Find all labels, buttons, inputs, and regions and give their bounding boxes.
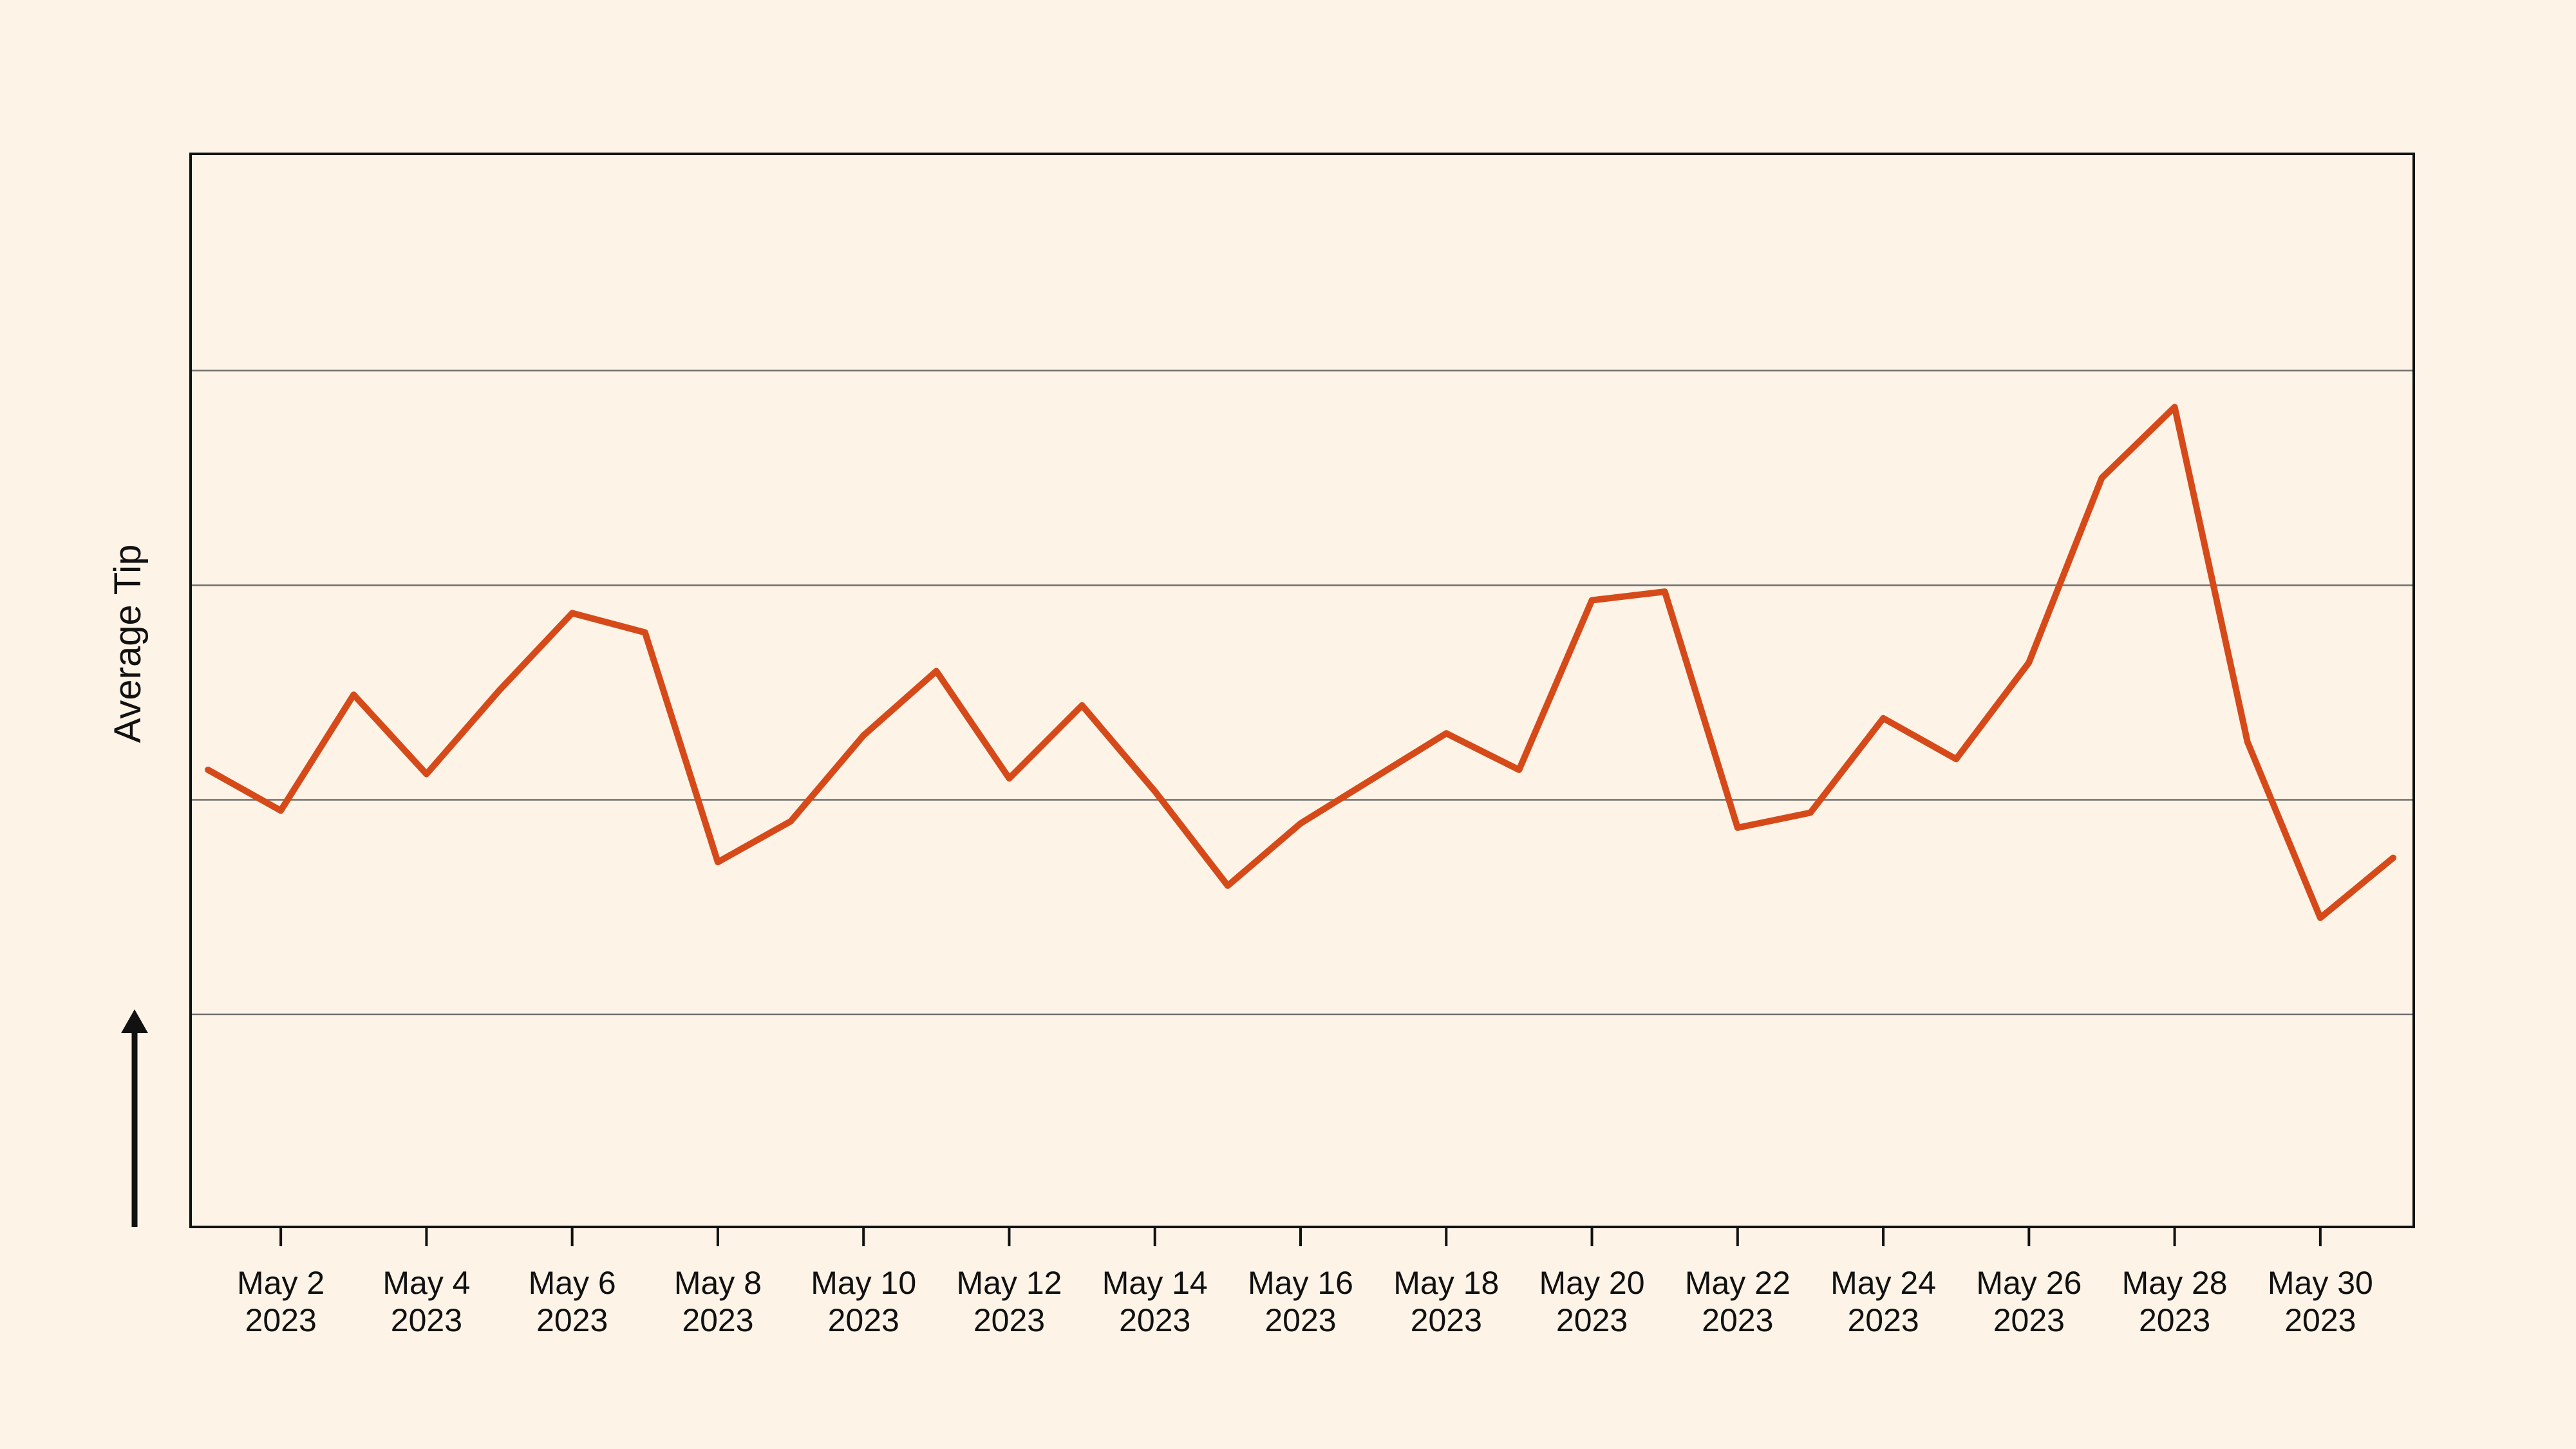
y-axis-arrow	[121, 1009, 148, 1227]
x-tick-label: May 22 2023	[1685, 1265, 1791, 1338]
x-tick-label: May 24 2023	[1830, 1265, 1936, 1338]
x-tick-label: May 10 2023	[811, 1265, 916, 1338]
x-tick-label: May 12 2023	[956, 1265, 1062, 1338]
x-tick-label: May 6 2023	[529, 1265, 616, 1338]
x-tick-label: May 8 2023	[674, 1265, 762, 1338]
x-tick-label: May 30 2023	[2268, 1265, 2373, 1338]
x-tick-label: May 2 2023	[237, 1265, 324, 1338]
series-layer	[205, 404, 2396, 921]
x-axis: May 2 2023 May 4 2023 May 6 2023 May 8 2023 May …	[237, 1227, 2373, 1338]
x-tick-label: May 28 2023	[2122, 1265, 2228, 1338]
gridlines	[191, 369, 2414, 1016]
x-tick-label: May 26 2023	[1976, 1265, 2082, 1338]
y-axis-label: Average Tip	[107, 545, 149, 743]
plot-frame	[189, 153, 2415, 1228]
x-tick-label: May 18 2023	[1393, 1265, 1499, 1338]
x-tick-label: May 16 2023	[1248, 1265, 1353, 1338]
x-tick-label: May 20 2023	[1539, 1265, 1645, 1338]
series-line	[205, 404, 2396, 921]
x-tick-label: May 4 2023	[382, 1265, 470, 1338]
x-tick-label: May 14 2023	[1102, 1265, 1208, 1338]
